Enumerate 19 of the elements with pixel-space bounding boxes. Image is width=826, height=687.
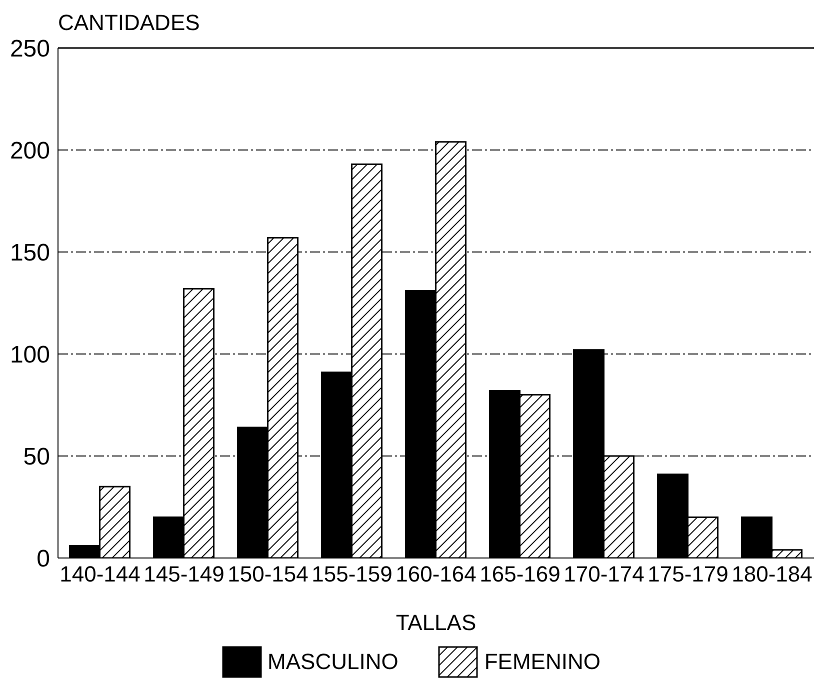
x-tick-label: 165-169 xyxy=(480,562,560,587)
x-tick-label: 170-174 xyxy=(564,562,644,587)
y-tick-label: 150 xyxy=(10,240,50,267)
x-tick-label: 155-159 xyxy=(312,562,392,587)
x-tick-label: 150-154 xyxy=(228,562,308,587)
x-tick-label: 145-149 xyxy=(144,562,224,587)
legend-label: MASCULINO xyxy=(268,649,398,675)
x-axis-title: TALLAS xyxy=(396,610,476,635)
y-tick-label: 100 xyxy=(10,342,50,369)
y-tick-label: 200 xyxy=(10,138,50,165)
y-tick-label: 0 xyxy=(36,546,50,573)
x-tick-label: 140-144 xyxy=(60,562,140,587)
y-tick-label: 250 xyxy=(10,36,50,63)
legend-label: FEMENINO xyxy=(484,649,600,675)
y-axis-title: CANTIDADES xyxy=(58,10,200,36)
y-tick-label: 50 xyxy=(23,444,50,471)
x-tick-label: 180-184 xyxy=(732,562,812,587)
x-tick-label: 175-179 xyxy=(648,562,728,587)
x-tick-label: 160-164 xyxy=(396,562,476,587)
